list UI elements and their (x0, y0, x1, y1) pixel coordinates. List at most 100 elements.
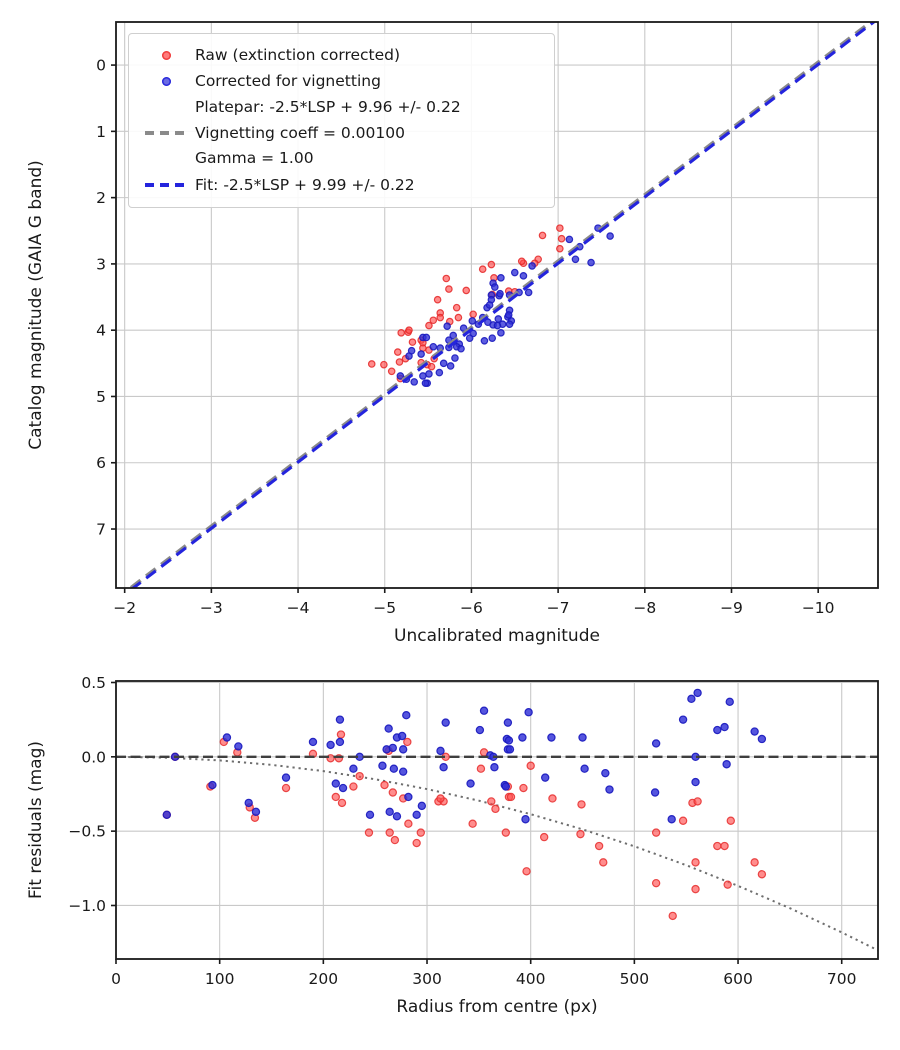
x-tick-label: −8 (633, 599, 656, 617)
raw-residuals-point (599, 858, 608, 867)
raw-extinction-corrected-point (462, 286, 471, 295)
legend-label-fit: Fit: -2.5*LSP + 9.99 +/- 0.22 (195, 175, 415, 194)
vignetting-corrected-residuals-point (601, 768, 610, 778)
vignetting-corrected-residuals-point (650, 788, 660, 797)
raw-extinction-corrected-point (425, 321, 433, 330)
vignetting-corrected-residuals-point (547, 733, 556, 742)
x-tick-label: −7 (547, 599, 570, 617)
vignetting-corrected-residuals-point (725, 697, 734, 707)
raw-residuals-point (526, 761, 535, 770)
vignetting-corrected-residuals-point (580, 764, 589, 773)
corrected-for-vignetting-point (425, 370, 433, 378)
vignetting-corrected-residuals-point (605, 785, 614, 794)
raw-residuals-point (388, 788, 398, 797)
y-tick-label: 0.5 (81, 674, 106, 692)
raw-residuals-point (750, 858, 759, 867)
vignetting-corrected-residuals-point (722, 760, 731, 769)
raw-extinction-corrected-point (478, 265, 487, 274)
vignetting-corrected-residuals-point (378, 761, 387, 770)
corrected-for-vignetting-point (407, 346, 416, 355)
raw-extinction-corrected-point (408, 338, 417, 346)
raw-extinction-corrected-point (469, 310, 477, 319)
vignetting-corrected-residuals-point (402, 710, 411, 720)
corrected-for-vignetting-point (465, 334, 474, 342)
corrected-for-vignetting-point (606, 232, 614, 240)
corrected-for-vignetting-point (497, 329, 505, 337)
raw-extinction-corrected-point (433, 295, 442, 304)
vignetting-corrected-residuals-point (578, 733, 587, 742)
raw-residuals-point (336, 730, 346, 739)
corrected-for-vignetting-point (504, 311, 513, 319)
axes-spines (115, 21, 879, 589)
corrected-for-vignetting-point (435, 368, 444, 377)
y-tick-label: 7 (96, 521, 106, 539)
vignetting-corrected-residuals-point (750, 727, 759, 736)
raw-residuals-point (720, 841, 729, 851)
raw-extinction-corrected-point (429, 316, 438, 325)
raw-residuals-point (693, 797, 702, 806)
vignetting-corrected-residuals-point (720, 722, 729, 732)
corrected-for-vignetting-point (571, 255, 580, 264)
x-tick-label: −10 (802, 599, 835, 617)
vignetting-corrected-residuals-point (651, 739, 661, 748)
raw-residuals-point (594, 841, 604, 851)
raw-residuals-point (380, 780, 389, 790)
y-tick-label: 0 (96, 57, 106, 75)
vignetting-corrected-residuals-point (234, 742, 243, 751)
raw-residuals-point (691, 858, 700, 867)
corrected-for-vignetting-point (410, 378, 419, 386)
legend-label-raw: Raw (extinction corrected) (195, 46, 401, 64)
raw-residuals-point (331, 792, 340, 802)
raw-residuals-point (385, 828, 394, 837)
raw-residuals-point (501, 828, 511, 837)
raw-residuals-point (678, 816, 688, 825)
vignetting-corrected-residuals-point (466, 779, 475, 788)
platepar-dashed-line-icon (144, 131, 188, 136)
raw-extinction-corrected-point (427, 362, 436, 371)
corrected-for-vignetting-point (457, 344, 465, 353)
vignetting-corrected-residuals-point (417, 801, 427, 811)
vignetting-corrected-residuals-point (412, 810, 421, 819)
axes-spines (115, 680, 879, 960)
vignetting-corrected-residuals-point (713, 725, 722, 735)
corrected-dot-icon (161, 77, 171, 86)
raw-residuals-point (519, 783, 528, 793)
raw-residuals-point (403, 737, 412, 747)
legend-item-platepar: Platepar: -2.5*LSP + 9.96 +/- 0.22 Vigne… (137, 95, 544, 172)
raw-residuals-point (364, 828, 374, 837)
x-tick-label: 400 (516, 970, 546, 988)
vignetting-corrected-residuals-point (326, 740, 335, 750)
vignetting-corrected-residuals-point (667, 815, 676, 824)
legend-label-platepar: Platepar: -2.5*LSP + 9.96 +/- 0.22 Vigne… (195, 95, 544, 172)
raw-extinction-corrected-point (445, 285, 453, 293)
vignetting-corrected-residuals-point (388, 743, 398, 753)
raw-residuals-point (576, 829, 585, 839)
vignetting-corrected-residuals-point (541, 773, 550, 782)
vignetting-corrected-residuals-point (501, 782, 511, 791)
vignetting-corrected-residuals-point (331, 779, 340, 788)
corrected-for-vignetting-point (524, 288, 533, 297)
vignetting-corrected-residuals-point (222, 733, 232, 742)
vignetting-corrected-residuals-point (335, 715, 345, 724)
x-tick-label: −2 (113, 599, 136, 617)
x-tick-label: −9 (720, 599, 743, 617)
raw-extinction-corrected-point (380, 360, 388, 369)
vignetting-corrected-residuals-point (693, 688, 702, 698)
vignetting-corrected-residuals-point (757, 734, 767, 744)
legend-marker-cell (137, 51, 195, 60)
corrected-for-vignetting-point (497, 274, 505, 282)
x-tick-label: −4 (287, 599, 310, 617)
raw-residuals-point (476, 764, 486, 773)
vignetting-corrected-residuals-point (691, 777, 700, 787)
y-tick-label: 4 (96, 322, 106, 340)
raw-dot-icon (161, 51, 171, 60)
raw-residuals-point (487, 797, 496, 806)
vignetting-corrected-residuals-point (365, 810, 375, 819)
vignetting-corrected-residuals-point (335, 737, 345, 747)
raw-extinction-corrected-point (393, 348, 402, 356)
vignetting-corrected-residuals-point (162, 810, 171, 819)
legend-marker-cell (137, 77, 195, 86)
vignetting-corrected-residuals-point (678, 715, 688, 724)
raw-residuals-point (390, 835, 400, 845)
